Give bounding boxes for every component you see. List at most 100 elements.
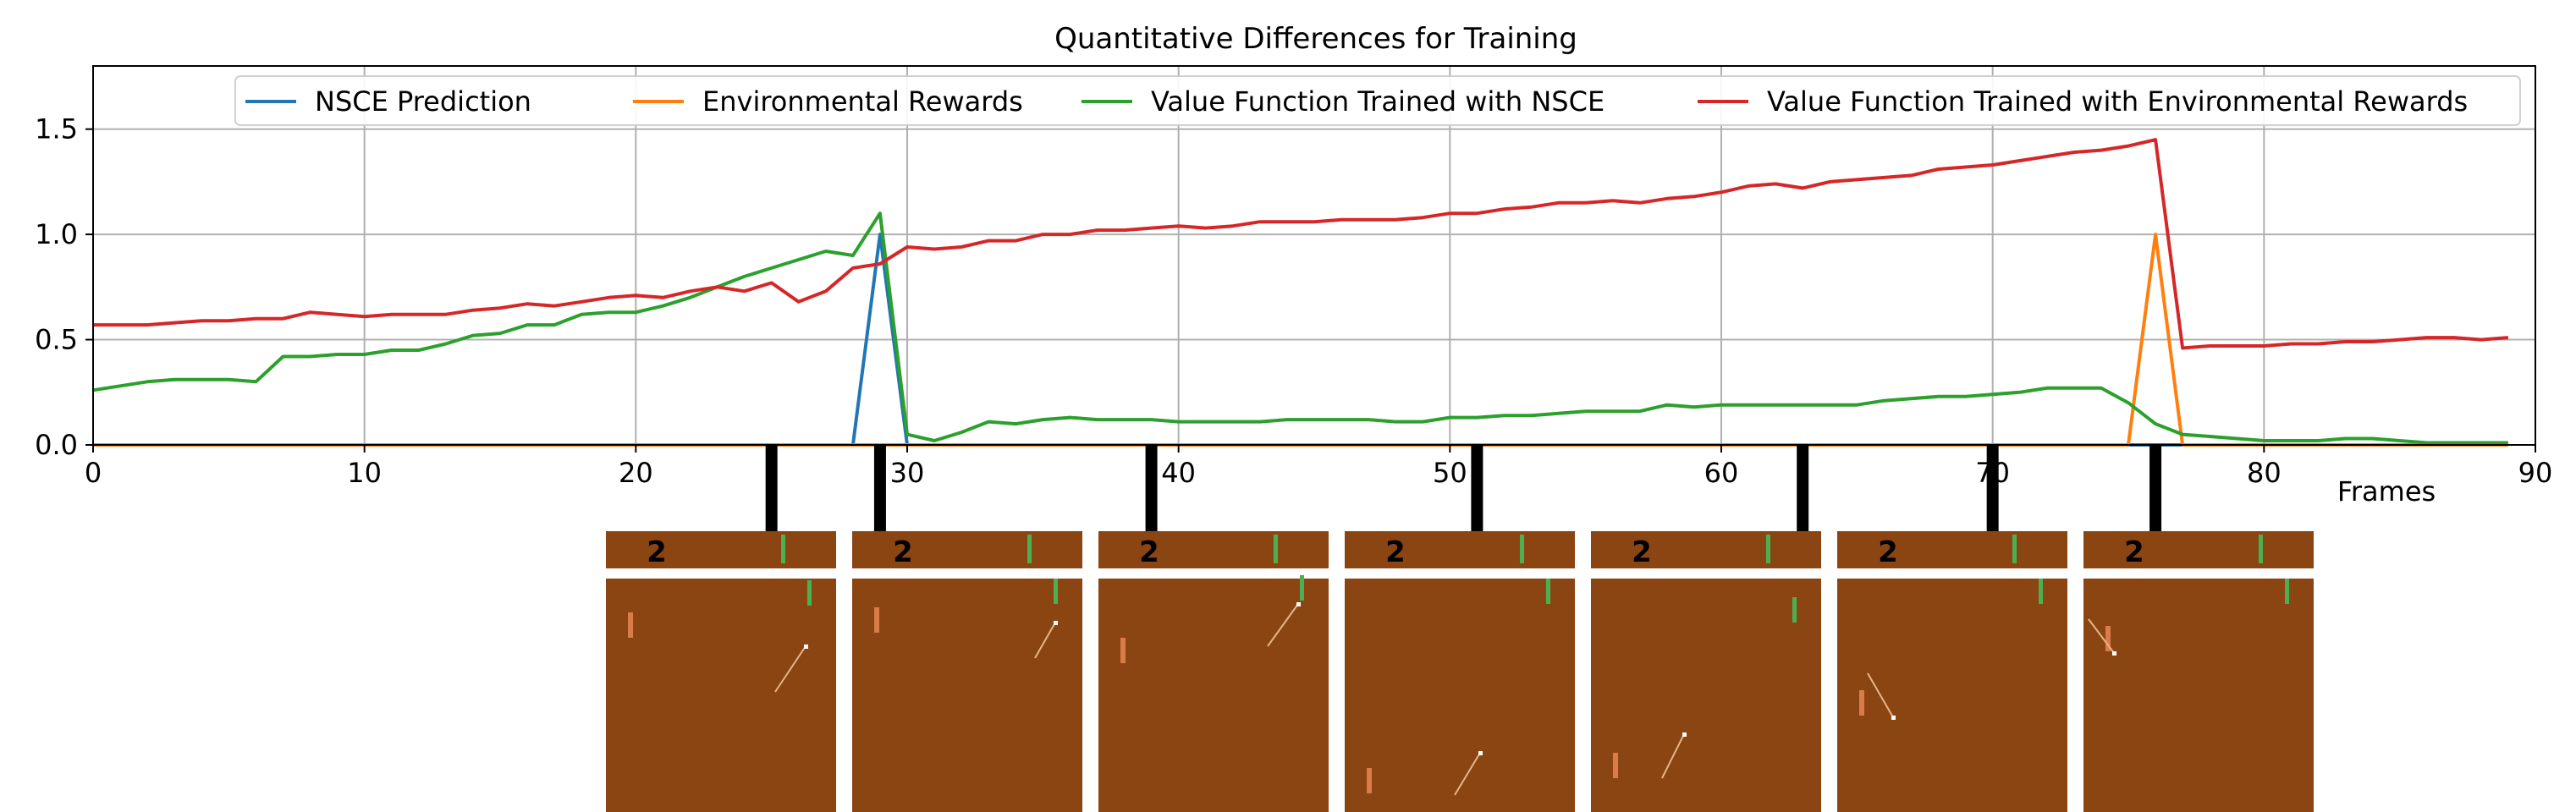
ball	[804, 645, 808, 649]
series-line-3	[92, 211, 2508, 445]
frame-thumbnail: 2	[1098, 531, 1329, 812]
chart-title: Quantitative Differences for Training	[1054, 22, 1577, 56]
player-paddle	[1054, 579, 1058, 604]
score-marker	[1520, 535, 1524, 563]
x-axis-ticks: 0102030405060708090	[85, 445, 2553, 489]
y-axis-ticks: 0.0 0.5 1.0 1.5	[35, 113, 93, 461]
cpu-paddle	[874, 607, 879, 633]
score-digit: 2	[2124, 535, 2144, 569]
legend-label: Value Function Trained with NSCE	[1151, 85, 1604, 118]
ball	[1891, 716, 1896, 720]
legend-label: Environmental Rewards	[702, 85, 1023, 118]
frame-thumbnail: 2	[852, 531, 1082, 812]
score-digit: 2	[647, 535, 667, 569]
frame-thumbnail: 2	[606, 531, 836, 812]
player-paddle	[1546, 579, 1550, 604]
x-tick-label: 0	[85, 457, 102, 489]
frame-markers	[765, 445, 2162, 531]
score-digit: 2	[893, 535, 913, 569]
legend: NSCE Prediction Environmental Rewards Valu…	[234, 75, 2521, 126]
score-bar	[1837, 531, 2067, 568]
score-marker	[2012, 535, 2017, 563]
x-axis-label: Frames	[2337, 475, 2436, 508]
cpu-paddle	[628, 612, 633, 638]
ball	[1054, 621, 1058, 625]
cpu-paddle	[1613, 753, 1618, 778]
legend-label: NSCE Prediction	[315, 85, 531, 118]
x-tick-label: 60	[1704, 457, 1739, 489]
score-marker	[2259, 535, 2263, 563]
score-bar	[852, 531, 1082, 568]
x-tick-label: 30	[890, 457, 925, 489]
y-tick-label: 1.0	[35, 218, 78, 250]
frame-marker	[1986, 445, 1999, 531]
x-tick-label: 20	[619, 457, 653, 489]
score-marker	[781, 535, 785, 563]
score-marker	[1274, 535, 1278, 563]
player-paddle	[2285, 579, 2289, 604]
frame-thumbnails: 2 2 2 2 2 2 2	[606, 531, 2314, 812]
legend-items: NSCE Prediction Environmental Rewards Valu…	[245, 85, 2468, 118]
ball-trail	[1867, 672, 1894, 718]
playfield	[1837, 579, 2067, 812]
ball-trail	[774, 645, 806, 693]
score-bar	[606, 531, 836, 568]
cpu-paddle	[2105, 626, 2111, 651]
score-bar	[1098, 531, 1329, 568]
score-digit: 2	[1632, 535, 1652, 569]
playfield	[2083, 579, 2314, 812]
score-digit: 2	[1385, 535, 1406, 569]
frame-marker	[765, 445, 778, 531]
frame-thumbnail: 2	[2083, 531, 2314, 812]
series-line-4	[93, 138, 2509, 350]
x-tick-label: 50	[1433, 457, 1467, 489]
ball	[1478, 751, 1483, 755]
y-tick-label: 0.0	[35, 429, 78, 461]
plot-frame	[92, 65, 2536, 446]
playfield	[1345, 579, 1575, 812]
y-tick-label: 0.5	[35, 324, 78, 356]
ball-trail	[1034, 622, 1056, 659]
x-tick-label: 10	[347, 457, 382, 489]
score-bar	[2083, 531, 2314, 568]
legend-label: Value Function Trained with Environmenta…	[1767, 85, 2468, 118]
ball-trail	[1661, 733, 1685, 779]
ball	[1682, 732, 1687, 737]
ball-trail	[1454, 752, 1481, 796]
ball-trail	[1267, 603, 1299, 647]
score-bar	[1345, 531, 1575, 568]
player-paddle	[1792, 597, 1797, 623]
player-paddle	[807, 580, 812, 606]
frame-marker	[2149, 445, 2162, 531]
frame-marker	[1797, 445, 1809, 531]
frame-marker	[1471, 445, 1483, 531]
ball-trail	[2088, 618, 2115, 654]
player-paddle	[2039, 579, 2043, 604]
score-bar	[1591, 531, 1821, 568]
playfield	[1098, 579, 1329, 812]
score-digit: 2	[1878, 535, 1898, 569]
x-tick-label: 90	[2518, 457, 2553, 489]
playfield	[852, 579, 1082, 812]
playfield	[1591, 579, 1821, 812]
score-marker	[1027, 535, 1032, 563]
frame-marker	[1145, 445, 1158, 531]
cpu-paddle	[1859, 690, 1864, 716]
score-digit: 2	[1139, 535, 1159, 569]
ball	[2112, 651, 2116, 656]
frame-thumbnail: 2	[1345, 531, 1575, 812]
score-marker	[1766, 535, 1770, 563]
x-tick-label: 40	[1161, 457, 1196, 489]
plot-area: 0102030405060708090 0.00.51.01.5	[35, 65, 2553, 489]
x-tick-label: 80	[2247, 457, 2282, 489]
ball	[1296, 602, 1301, 606]
cpu-paddle	[1367, 768, 1372, 793]
cpu-paddle	[1120, 638, 1126, 663]
frame-marker	[873, 445, 886, 531]
playfield	[606, 579, 836, 812]
frame-thumbnail: 2	[1591, 531, 1821, 812]
player-paddle	[1300, 575, 1304, 601]
legend-box	[234, 75, 2521, 126]
y-tick-label: 1.5	[35, 113, 78, 145]
